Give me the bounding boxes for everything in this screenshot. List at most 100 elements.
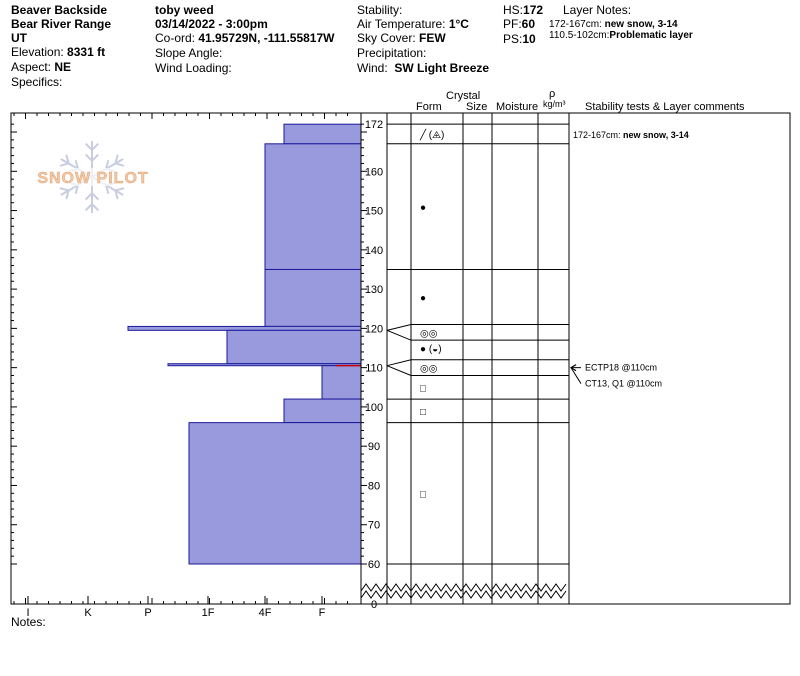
density-rho-header: ρ	[549, 88, 555, 100]
hardness-label-K: K	[84, 607, 92, 619]
hardness-layer-3	[127, 325, 362, 331]
hardness-label-4F: 4F	[259, 607, 272, 619]
hs: HS:172	[503, 3, 544, 17]
hardness-layer-7	[283, 398, 362, 424]
snowflake-branch	[115, 187, 125, 192]
crystal-form-6: □	[420, 383, 426, 394]
layer-comment-0: 172-167cm: new snow, 3-14	[573, 130, 689, 140]
crystal-form-7: □	[420, 407, 426, 418]
hardness-layer-2	[264, 268, 362, 327]
form-header: Form	[416, 101, 442, 113]
stability-test-0: ECTP18 @110cm	[585, 363, 657, 373]
moisture-header: Moisture	[496, 101, 538, 113]
size-header: Size	[466, 101, 487, 113]
slope-angle-label: Slope Angle:	[155, 46, 223, 60]
range: Bear River Range	[11, 17, 112, 31]
snowflake-branch	[84, 192, 93, 201]
crystal-form-8: □	[420, 489, 426, 500]
crystal-form-4: ● (◒)	[420, 344, 442, 355]
pf: PF:60	[503, 17, 536, 31]
location: Beaver Backside	[11, 3, 108, 17]
snowflake-branch	[91, 192, 100, 201]
snowflake-branch	[59, 187, 69, 192]
precipitation-label: Precipitation:	[357, 46, 427, 60]
hardness-layer-8	[188, 422, 362, 565]
depth-label-120: 120	[365, 323, 383, 335]
crystal-form-3: ◎◎	[420, 328, 438, 339]
datetime: 03/14/2022 - 3:00pm	[155, 17, 268, 31]
depth-label-172: 172	[365, 119, 383, 131]
layer-boundary-117	[386, 329, 569, 341]
snowflake-branch	[114, 154, 119, 164]
break-zigzag	[360, 590, 567, 599]
snowflake-branch	[91, 142, 100, 151]
depth-label-160: 160	[365, 166, 383, 178]
hardness-layer-1	[264, 143, 362, 270]
wind: Wind: SW Light Breeze	[357, 61, 490, 75]
snowflake-branch	[105, 184, 110, 195]
elevation: Elevation: 8331 ft	[11, 45, 106, 59]
logo-text: SNOW PILOT	[37, 170, 148, 187]
crystal-header: Crystal	[446, 90, 480, 102]
hardness-label-P: P	[144, 607, 151, 619]
layer-boundary-108	[386, 365, 569, 377]
layer-boundary-112	[386, 359, 569, 367]
snowflake-branch	[115, 162, 125, 167]
snowflake-branch	[84, 203, 93, 212]
state: UT	[11, 31, 27, 45]
stability-comments-header: Stability tests & Layer comments	[585, 101, 745, 113]
coordinates: Co-ord: 41.95729N, -111.55817W	[155, 31, 335, 45]
hardness-label-I: I	[26, 607, 29, 619]
crystal-form-5: ◎◎	[420, 364, 438, 375]
snowflake-branch	[59, 162, 69, 167]
density-unit-header: kg/m³	[543, 99, 566, 109]
snowflake-branch	[84, 142, 93, 151]
hardness-layer-4	[226, 329, 362, 365]
layer-boundary-121	[386, 323, 569, 331]
depth-label-0: 0	[371, 599, 377, 611]
hardness-layer-6	[321, 365, 362, 400]
air-temperature: Air Temperature: 1°C	[357, 17, 469, 31]
snowflake-branch	[105, 159, 110, 170]
logo-text-backdrop	[34, 168, 152, 186]
depth-label-60: 60	[368, 559, 380, 571]
layer-grid-frame	[386, 112, 791, 605]
layer-note-2: 110.5-102cm:Problematic layer	[549, 30, 693, 41]
snowflake-branch	[65, 190, 70, 200]
depth-break-marks	[360, 583, 567, 599]
crystal-form-0: ╱ (⨹)	[419, 128, 444, 141]
snowpilot-logo: SNOW PILOT	[34, 141, 152, 213]
crystal-form-2: ●	[420, 293, 426, 304]
depth-label-90: 90	[368, 441, 380, 453]
break-zigzag	[360, 583, 567, 592]
stability-test-pointer-1	[570, 367, 582, 384]
depth-label-80: 80	[368, 480, 380, 492]
sky-cover: Sky Cover: FEW	[357, 31, 446, 45]
snowflake-branch	[91, 203, 100, 212]
hardness-label-1F: 1F	[202, 607, 215, 619]
crystal-form-1: ●	[420, 203, 426, 214]
ps: PS:10	[503, 32, 536, 46]
snowflake-branch	[74, 159, 79, 170]
notes-label: Notes:	[11, 615, 46, 629]
depth-label-140: 140	[365, 245, 383, 257]
stability-test-1: CT13, Q1 @110cm	[585, 379, 662, 389]
snowflake-branch	[114, 190, 119, 200]
layer-comment-range: 172-167cm:	[573, 130, 623, 140]
layer-comment-text: new snow, 3-14	[623, 130, 689, 140]
hardness-layer-0	[283, 123, 362, 145]
depth-label-130: 130	[365, 284, 383, 296]
depth-label-70: 70	[368, 520, 380, 532]
snowflake-branch	[91, 153, 100, 162]
aspect: Aspect: NE	[11, 60, 72, 74]
hardness-label-F: F	[319, 607, 326, 619]
specifics-label: Specifics:	[11, 75, 63, 89]
wind-loading-label: Wind Loading:	[155, 61, 232, 75]
depth-label-100: 100	[365, 402, 383, 414]
snowflake-branch	[65, 154, 70, 164]
layer-notes-label: Layer Notes:	[563, 3, 632, 17]
snowflake-branch	[84, 153, 93, 162]
stability-test-arrowhead-1	[570, 364, 577, 372]
layer-note-1: 172-167cm: new snow, 3-14	[549, 19, 678, 30]
